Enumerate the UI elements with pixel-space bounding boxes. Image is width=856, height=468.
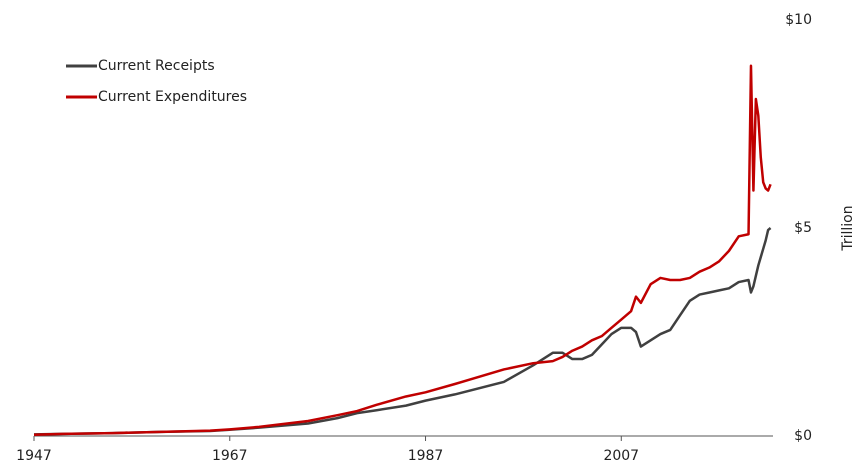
y-tick-label: $5 <box>794 220 812 236</box>
x-tick-label: 2007 <box>603 448 639 464</box>
legend-label: Current Receipts <box>98 58 215 74</box>
legend-label: Current Expenditures <box>98 89 247 105</box>
x-tick-label: 1987 <box>408 448 444 464</box>
series-line <box>33 227 772 436</box>
x-tick-label: 1967 <box>212 448 248 464</box>
y-tick-label: $0 <box>794 428 812 444</box>
x-tick-label: 1947 <box>16 448 52 464</box>
y-axis-label: Trillion <box>840 205 856 251</box>
y-tick-label: $10 <box>785 12 812 28</box>
series-line <box>33 64 772 437</box>
